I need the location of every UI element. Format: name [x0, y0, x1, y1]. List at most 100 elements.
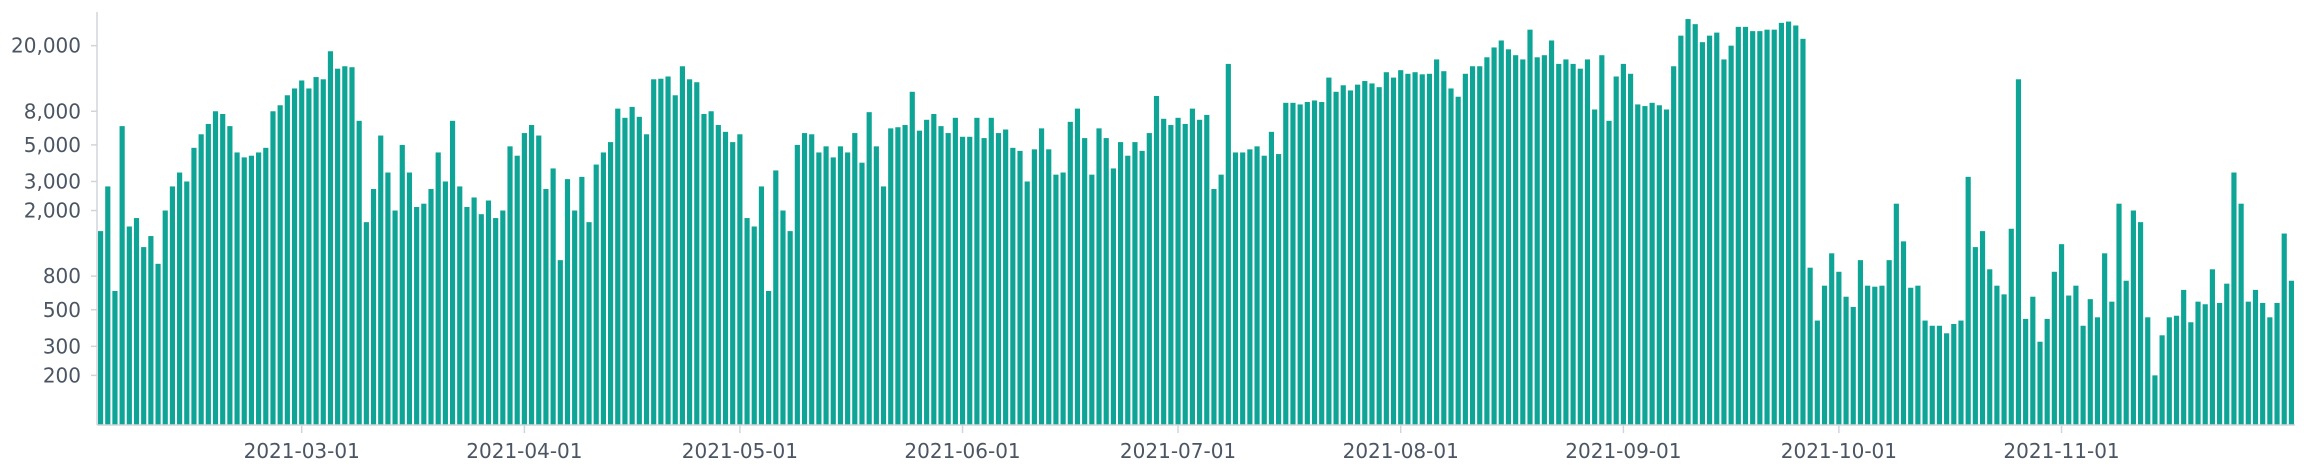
bar	[2145, 317, 2151, 425]
bar	[845, 152, 851, 425]
bar	[1261, 155, 1267, 425]
bar	[902, 125, 908, 425]
bar	[1865, 285, 1871, 425]
bar	[1003, 129, 1009, 425]
bar	[1419, 74, 1425, 425]
bar	[1168, 125, 1174, 425]
bar	[794, 144, 800, 425]
bar	[1254, 146, 1260, 425]
bar	[2216, 302, 2223, 425]
bar	[2274, 302, 2280, 425]
bar	[981, 138, 987, 425]
bar	[1750, 31, 1756, 426]
bar	[177, 172, 183, 425]
bar	[2288, 280, 2294, 425]
bar	[98, 231, 104, 425]
bar	[1786, 21, 1792, 426]
bar	[2202, 304, 2208, 425]
bar	[1326, 77, 1332, 425]
bar	[2195, 301, 2201, 425]
bar	[1893, 203, 1899, 425]
bar	[435, 152, 441, 425]
bar	[105, 186, 111, 425]
bar	[1031, 149, 1037, 425]
bar	[1110, 168, 1116, 425]
bar	[995, 133, 1002, 425]
bar	[406, 172, 413, 425]
bar	[572, 210, 578, 425]
bar	[1347, 90, 1354, 425]
x-tick-label: 2021-06-01	[904, 439, 1020, 463]
bar	[1685, 19, 1691, 426]
bar	[715, 125, 721, 425]
bar	[1161, 118, 1167, 426]
bar	[1484, 57, 1490, 425]
bar	[1218, 174, 1224, 425]
y-tick-label: 8,000	[24, 99, 81, 123]
bar	[349, 67, 355, 426]
bar	[1886, 260, 1892, 425]
bar	[643, 134, 650, 425]
bar	[2209, 269, 2215, 425]
bar	[277, 105, 283, 425]
bar	[1872, 286, 1878, 425]
bar	[1771, 29, 1777, 425]
bar	[1117, 142, 1124, 425]
bar	[184, 181, 190, 425]
bar	[2181, 289, 2187, 425]
bar	[313, 77, 319, 426]
bar	[1922, 320, 1928, 425]
bar	[1297, 104, 1303, 426]
bar	[2173, 315, 2180, 425]
bar	[370, 189, 377, 425]
bar	[112, 290, 118, 425]
bar	[1074, 108, 1081, 426]
bar	[291, 88, 298, 426]
bar	[1635, 104, 1641, 426]
bar	[830, 157, 836, 425]
bar	[809, 134, 815, 425]
bar	[1699, 42, 1705, 425]
bar	[1146, 133, 1152, 425]
bar	[816, 152, 822, 425]
bar	[2252, 289, 2259, 425]
bar	[1376, 87, 1382, 426]
bar	[1491, 47, 1497, 426]
bar	[1469, 66, 1476, 425]
bar	[1843, 296, 1849, 425]
bar	[536, 135, 542, 425]
bar	[1671, 66, 1677, 425]
bar	[1182, 123, 1188, 425]
bar	[1089, 174, 1095, 425]
bar	[629, 106, 635, 426]
bar	[1290, 102, 1296, 425]
y-tick-label: 500	[43, 298, 81, 322]
bar	[1534, 57, 1540, 425]
bar	[478, 214, 484, 425]
bar	[1304, 102, 1310, 425]
bar	[1017, 150, 1023, 425]
bar	[119, 126, 125, 426]
bar	[507, 146, 513, 425]
bar	[801, 133, 808, 425]
bar	[327, 51, 334, 425]
bar	[909, 91, 915, 425]
bar	[766, 290, 772, 425]
bar	[1836, 271, 1842, 425]
bar	[1735, 26, 1741, 426]
bar	[1994, 285, 2000, 425]
bar	[1908, 287, 1914, 425]
bar	[256, 152, 262, 425]
bar	[528, 125, 535, 425]
bar	[1139, 150, 1145, 425]
bar	[421, 203, 427, 425]
bar	[514, 155, 520, 425]
bar	[1197, 119, 1203, 426]
bar	[227, 126, 233, 426]
bar	[722, 131, 729, 425]
bar	[342, 66, 348, 425]
bar	[1570, 63, 1576, 426]
bar	[1821, 285, 1828, 425]
bar	[586, 222, 592, 425]
bar	[1627, 73, 1634, 425]
